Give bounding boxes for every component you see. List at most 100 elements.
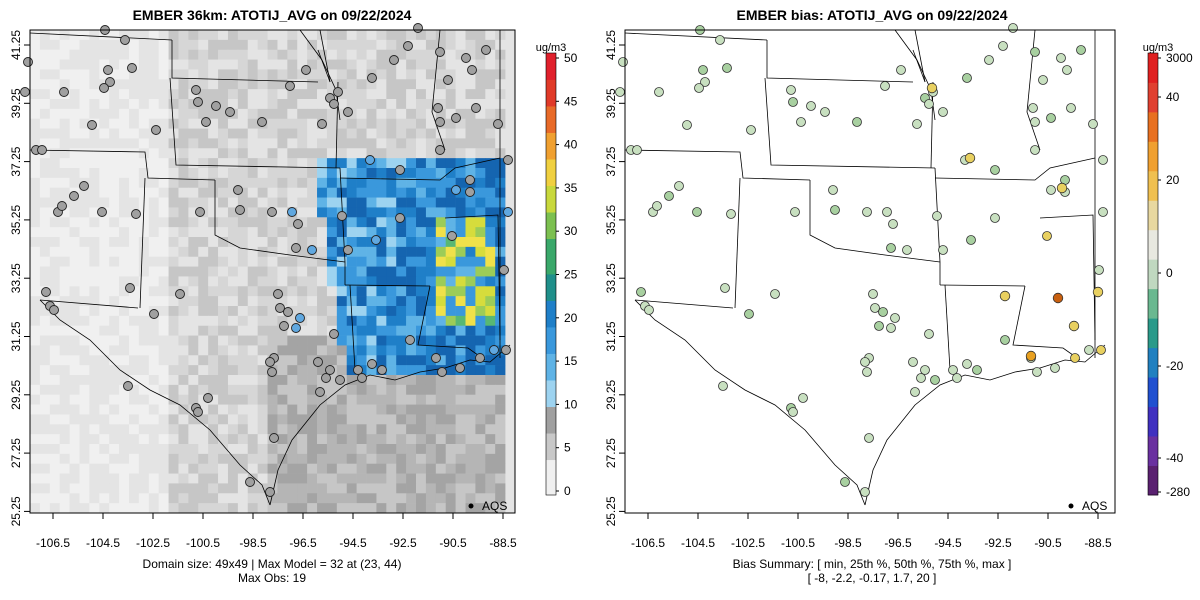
state-boundary (214, 180, 346, 263)
model-grid-cell (297, 276, 308, 287)
colorbar-label: -280 (1166, 485, 1190, 499)
colorbar-swatch (1148, 67, 1158, 76)
aqs-site-marker (59, 87, 69, 97)
model-grid-cell (257, 187, 268, 198)
model-grid-cell (297, 148, 308, 159)
model-grid-cell (257, 138, 268, 149)
model-grid-cell (346, 118, 357, 129)
model-grid-cell (346, 79, 357, 90)
model-grid-cell (425, 463, 437, 474)
model-grid-cell (79, 394, 90, 405)
model-grid-cell (237, 49, 249, 60)
model-grid-cell (287, 266, 298, 277)
model-grid-cell (376, 197, 387, 208)
colorbar-swatch (546, 247, 556, 257)
model-grid-cell (99, 266, 110, 277)
model-grid-cell (356, 325, 367, 336)
model-grid-cell (237, 483, 249, 494)
aqs-site-marker (41, 287, 51, 297)
model-grid-cell (257, 168, 268, 179)
model-grid-cell (168, 227, 179, 238)
colorbar-label: 35 (564, 181, 578, 195)
model-grid-cell (138, 187, 150, 198)
model-grid-cell (317, 404, 328, 415)
model-grid-cell (445, 158, 456, 169)
model-grid-cell (257, 365, 268, 376)
model-grid-cell (485, 227, 496, 238)
model-grid-cell (227, 453, 239, 465)
model-grid-cell (307, 99, 318, 110)
model-grid-cell (475, 227, 486, 238)
model-grid-cell (198, 217, 209, 228)
model-grid-cell (366, 335, 377, 346)
model-grid-cell (99, 453, 110, 465)
model-grid-cell (376, 168, 387, 179)
model-grid-cell (277, 128, 288, 139)
model-grid-cell (346, 39, 357, 51)
model-grid-cell (218, 335, 229, 346)
model-grid-cell (119, 424, 130, 435)
x-tick-label: -96.5 (884, 536, 912, 550)
model-grid-cell (416, 434, 427, 445)
model-grid-cell (109, 375, 120, 386)
model-grid-cell (188, 424, 199, 435)
model-grid-cell (158, 424, 169, 435)
model-grid-cell (188, 168, 199, 179)
model-grid-cell (346, 276, 357, 287)
model-grid-cell (277, 108, 288, 120)
model-grid-cell (218, 483, 229, 494)
model-grid-cell (69, 453, 80, 465)
model-grid-cell (386, 493, 397, 504)
model-grid-cell (416, 483, 427, 494)
model-grid-cell (227, 246, 239, 258)
model-grid-cell (138, 59, 150, 70)
model-grid-cell (277, 375, 288, 386)
model-grid-cell (445, 237, 456, 248)
model-grid-cell (69, 148, 80, 159)
model-grid-cell (425, 404, 437, 415)
model-grid-cell (188, 49, 199, 60)
model-grid-cell (49, 108, 60, 120)
model-grid-cell (356, 237, 367, 248)
model-grid-cell (59, 237, 70, 248)
model-grid-cell (109, 444, 120, 455)
model-grid-cell (237, 128, 249, 139)
model-grid-cell (307, 434, 318, 445)
colorbar-swatch (1148, 53, 1158, 61)
model-grid-cell (267, 375, 278, 386)
model-grid-cell (465, 434, 476, 445)
model-grid-cell (128, 493, 140, 504)
model-grid-cell (109, 177, 120, 189)
model-grid-cell (287, 49, 298, 60)
model-grid-cell (79, 59, 90, 70)
colorbar-swatch (546, 327, 556, 337)
model-grid-cell (119, 325, 130, 336)
model-grid-cell (237, 503, 249, 514)
model-grid-cell (138, 493, 150, 504)
model-grid-cell (386, 315, 397, 327)
aqs-site-marker (371, 235, 381, 245)
model-grid-cell (158, 128, 169, 139)
model-grid-cell (158, 79, 169, 90)
model-grid-cell (39, 394, 51, 405)
model-grid-cell (356, 483, 367, 494)
model-grid-cell (416, 138, 427, 149)
model-grid-cell (406, 306, 417, 317)
model-grid-cell (366, 444, 377, 455)
model-grid-cell (445, 463, 456, 474)
model-grid-cell (307, 335, 318, 346)
model-grid-cell (59, 404, 70, 415)
model-grid-cell (317, 325, 328, 336)
state-boundary (317, 49, 331, 83)
model-grid-cell (317, 217, 328, 228)
model-grid-cell (188, 296, 199, 307)
model-grid-cell (386, 197, 397, 208)
model-grid-cell (128, 217, 140, 228)
bias-site-marker (788, 407, 798, 417)
model-grid-cell (49, 256, 60, 267)
model-grid-cell (485, 197, 496, 208)
model-grid-cell (109, 197, 120, 208)
model-grid-cell (326, 217, 338, 228)
model-grid-cell (406, 276, 417, 287)
model-grid-cell (396, 444, 407, 455)
